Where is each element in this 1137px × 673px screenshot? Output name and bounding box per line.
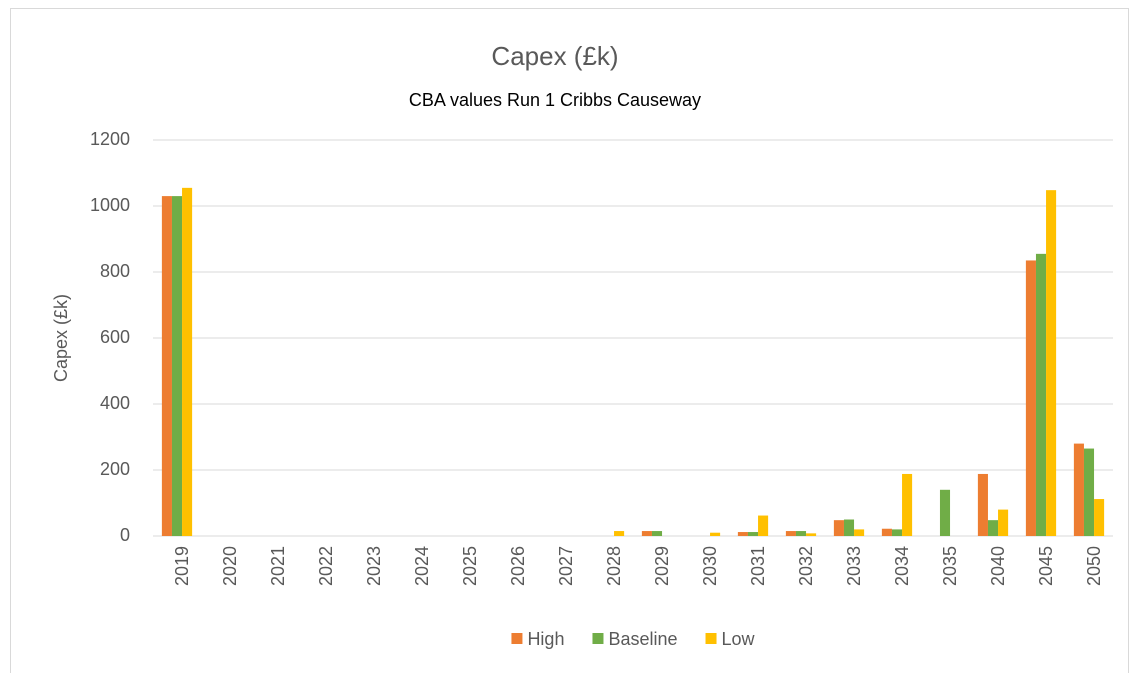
bar xyxy=(614,531,625,536)
bar xyxy=(171,196,183,536)
bar xyxy=(1035,253,1047,536)
x-tick-label: 2020 xyxy=(220,546,240,586)
bar xyxy=(1046,190,1057,536)
legend-label: Baseline xyxy=(608,629,677,649)
y-tick-label: 800 xyxy=(100,261,130,281)
bar xyxy=(710,532,721,536)
x-tick-label: 2019 xyxy=(172,546,192,586)
bar xyxy=(182,187,193,536)
y-tick-label: 200 xyxy=(100,459,130,479)
x-tick-label: 2032 xyxy=(796,546,816,586)
x-tick-label: 2040 xyxy=(988,546,1008,586)
bar xyxy=(1083,448,1095,536)
bar xyxy=(843,519,855,536)
x-tick-label: 2022 xyxy=(316,546,336,586)
x-tick-label: 2029 xyxy=(652,546,672,586)
y-tick-label: 0 xyxy=(120,525,130,545)
legend-swatch xyxy=(705,633,717,644)
bar xyxy=(785,531,796,536)
bar xyxy=(1094,499,1105,536)
bar xyxy=(833,520,844,536)
legend-swatch xyxy=(592,633,604,644)
x-tick-label: 2021 xyxy=(268,546,288,586)
bar xyxy=(758,515,769,536)
x-tick-label: 2025 xyxy=(460,546,480,586)
y-tick-label: 400 xyxy=(100,393,130,413)
chart-frame xyxy=(10,8,1129,673)
x-tick-label: 2027 xyxy=(556,546,576,586)
bar xyxy=(806,533,817,536)
x-tick-label: 2050 xyxy=(1084,546,1104,586)
legend-swatch xyxy=(511,633,523,644)
bar xyxy=(987,520,999,536)
x-tick-label: 2024 xyxy=(412,546,432,586)
x-tick-label: 2035 xyxy=(940,546,960,586)
x-tick-label: 2045 xyxy=(1036,546,1056,586)
bar xyxy=(1025,260,1036,536)
bar xyxy=(641,531,652,536)
x-tick-label: 2031 xyxy=(748,546,768,586)
y-tick-label: 1200 xyxy=(90,129,130,149)
bar xyxy=(737,532,748,536)
bar xyxy=(939,489,951,536)
x-tick-label: 2028 xyxy=(604,546,624,586)
bar xyxy=(747,532,759,536)
legend-label: Low xyxy=(722,629,756,649)
bar xyxy=(977,473,988,536)
bar xyxy=(902,473,913,536)
x-tick-label: 2023 xyxy=(364,546,384,586)
bar xyxy=(854,529,865,536)
y-tick-label: 1000 xyxy=(90,195,130,215)
x-tick-label: 2030 xyxy=(700,546,720,586)
x-tick-label: 2033 xyxy=(844,546,864,586)
x-tick-label: 2026 xyxy=(508,546,528,586)
bar xyxy=(651,531,663,536)
bar xyxy=(795,531,807,536)
chart-subtitle: CBA values Run 1 Cribbs Causeway xyxy=(409,90,701,110)
y-tick-label: 600 xyxy=(100,327,130,347)
legend-label: High xyxy=(527,629,564,649)
chart-title: Capex (£k) xyxy=(491,41,618,71)
y-axis-label: Capex (£k) xyxy=(51,294,71,382)
bar xyxy=(891,529,903,536)
bar xyxy=(1073,443,1084,536)
x-tick-label: 2034 xyxy=(892,546,912,586)
bar xyxy=(881,528,892,536)
bar xyxy=(161,196,172,536)
bar xyxy=(998,509,1009,536)
